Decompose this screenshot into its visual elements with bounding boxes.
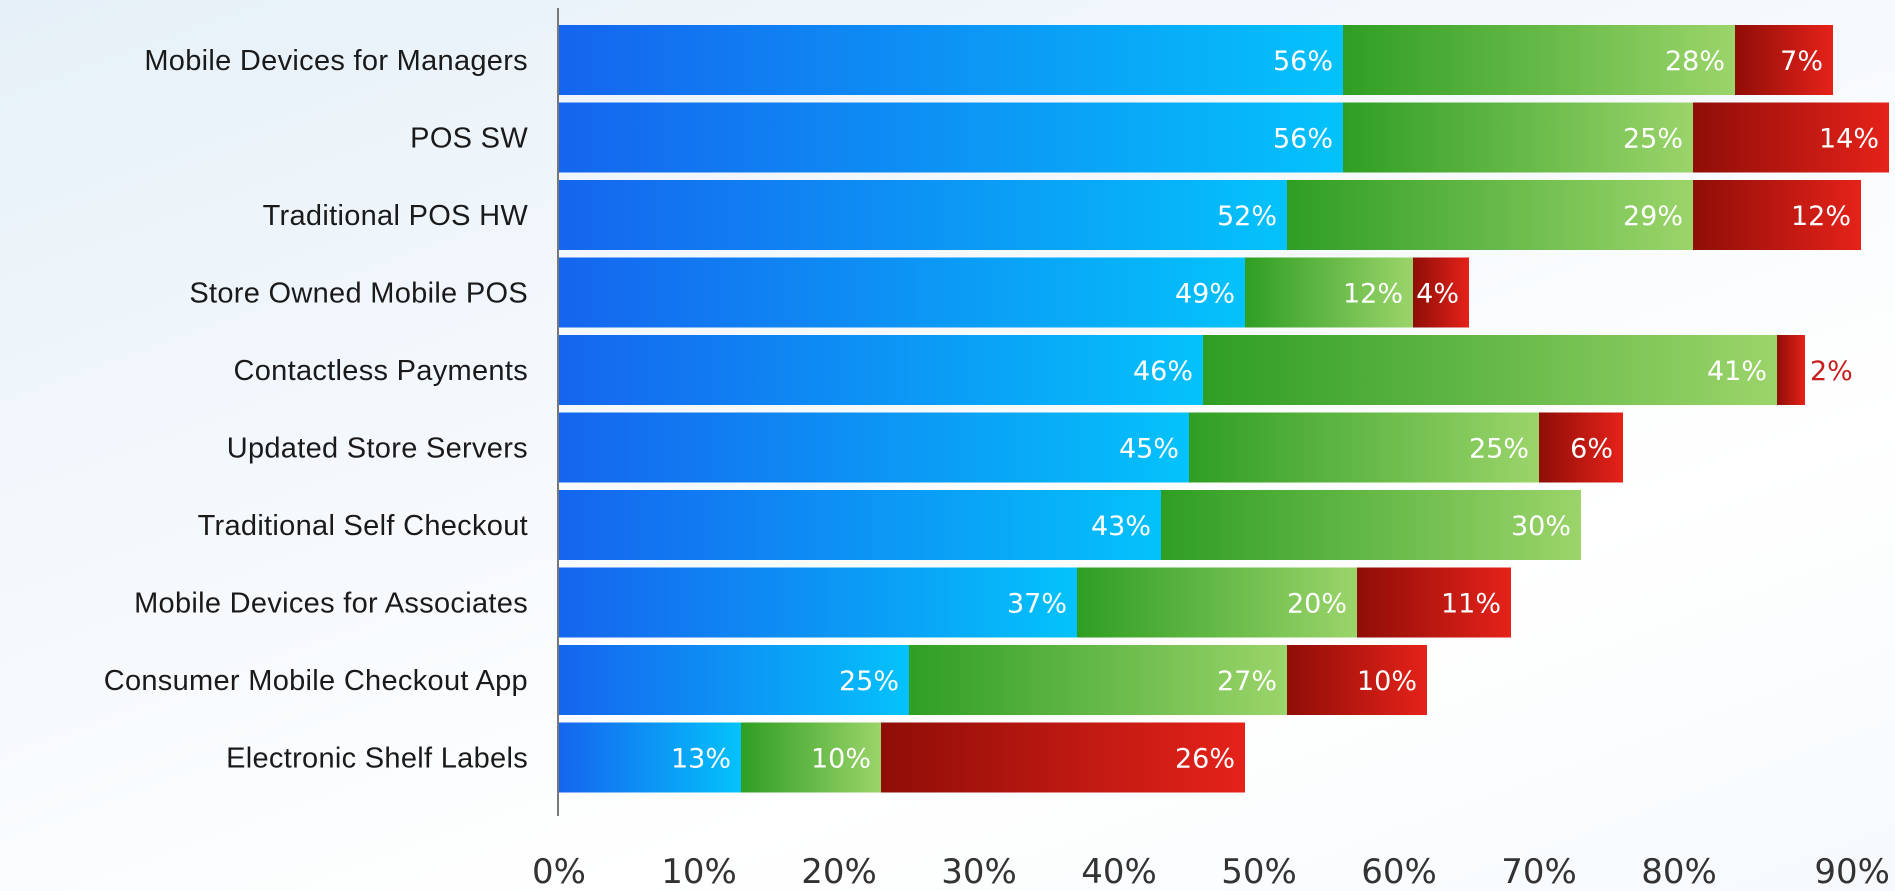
bar-segment-blue <box>559 257 1245 328</box>
data-label: 27% <box>1217 666 1277 697</box>
bar-segment-red <box>1287 645 1427 715</box>
bar-segment-blue <box>559 102 1343 173</box>
category-label: Mobile Devices for Managers <box>144 45 528 77</box>
category-label: Electronic Shelf Labels <box>226 743 528 775</box>
bar-segment-green <box>1161 490 1581 560</box>
data-label: 41% <box>1707 356 1767 387</box>
data-label: 29% <box>1623 201 1683 232</box>
bar-segment-blue <box>559 25 1343 95</box>
data-label: 45% <box>1119 434 1179 465</box>
bar-segment-blue <box>559 335 1203 405</box>
data-label: 10% <box>1357 666 1417 697</box>
data-label: 13% <box>671 744 731 775</box>
data-label: 56% <box>1273 46 1333 77</box>
category-label: Traditional POS HW <box>263 200 529 232</box>
category-label: Updated Store Servers <box>227 433 528 465</box>
bar-segment-green <box>1189 412 1539 483</box>
data-label: 25% <box>839 666 899 697</box>
bar-segment-blue <box>559 722 741 793</box>
bars-layer <box>559 25 1889 793</box>
bar-segment-blue <box>559 180 1287 250</box>
category-label: Consumer Mobile Checkout App <box>104 665 528 697</box>
x-tick-label: 50% <box>1221 852 1297 891</box>
data-label: 20% <box>1287 589 1347 620</box>
bar-segment-green <box>741 722 881 793</box>
x-tick-label: 70% <box>1501 852 1577 891</box>
bar-segment-red <box>1735 25 1833 95</box>
bar-segment-red <box>1777 335 1805 405</box>
data-label: 49% <box>1175 279 1235 310</box>
data-label: 4% <box>1416 279 1459 310</box>
bar-segment-green <box>1343 102 1693 173</box>
x-tick-label: 40% <box>1081 852 1157 891</box>
data-label: 6% <box>1570 434 1613 465</box>
data-label: 12% <box>1343 279 1403 310</box>
bar-segment-green <box>1203 335 1777 405</box>
category-label: Mobile Devices for Associates <box>134 588 528 620</box>
bar-segment-red <box>1693 180 1861 250</box>
x-tick-label: 0% <box>532 852 586 891</box>
data-label: 25% <box>1623 124 1683 155</box>
bar-segment-red <box>1693 102 1889 173</box>
bar-segment-green <box>1343 25 1735 95</box>
data-label: 28% <box>1665 46 1725 77</box>
category-labels: Mobile Devices for Managers POS SW Traditi… <box>104 45 529 775</box>
x-tick-label: 30% <box>941 852 1017 891</box>
data-label: 14% <box>1819 124 1879 155</box>
x-tick-label: 60% <box>1361 852 1437 891</box>
data-label: 37% <box>1007 589 1067 620</box>
category-label: POS SW <box>410 123 528 155</box>
x-tick-label: 10% <box>661 852 737 891</box>
bar-segment-green <box>1245 257 1413 328</box>
data-label: 56% <box>1273 124 1333 155</box>
x-tick-label: 90% <box>1814 852 1890 891</box>
data-labels: 56% 28% 7% 56% 25% 14% 52% 29% 12% 49% 12% 4% 46% 41%… <box>671 46 1879 775</box>
data-label: 52% <box>1217 201 1277 232</box>
data-label: 43% <box>1091 511 1151 542</box>
bar-segment-red <box>1357 567 1511 638</box>
data-label: 2% <box>1810 356 1853 387</box>
bar-segment-green <box>909 645 1287 715</box>
bar-segment-blue <box>559 412 1189 483</box>
data-label: 10% <box>811 744 871 775</box>
x-tick-label: 80% <box>1641 852 1717 891</box>
bar-segment-green <box>1077 567 1357 638</box>
bar-segment-blue <box>559 490 1161 560</box>
data-label: 30% <box>1511 511 1571 542</box>
data-label: 46% <box>1133 356 1193 387</box>
category-label: Store Owned Mobile POS <box>189 278 528 310</box>
data-label: 25% <box>1469 434 1529 465</box>
category-label: Contactless Payments <box>233 355 528 387</box>
data-label: 7% <box>1780 46 1823 77</box>
bar-segment-blue <box>559 567 1077 638</box>
bar-segment-green <box>1287 180 1693 250</box>
bar-segment-red <box>1539 412 1623 483</box>
category-label: Traditional Self Checkout <box>198 510 528 542</box>
bar-segment-red <box>881 722 1245 793</box>
data-label: 11% <box>1441 589 1501 620</box>
x-tick-label: 20% <box>801 852 877 891</box>
data-label: 26% <box>1175 744 1235 775</box>
x-axis-tick-labels: 0% 10% 20% 30% 40% 50% 60% 70% 80% 90% <box>532 852 1890 891</box>
bar-segment-red <box>1413 257 1469 328</box>
data-label: 12% <box>1791 201 1851 232</box>
bar-segment-blue <box>559 645 909 715</box>
